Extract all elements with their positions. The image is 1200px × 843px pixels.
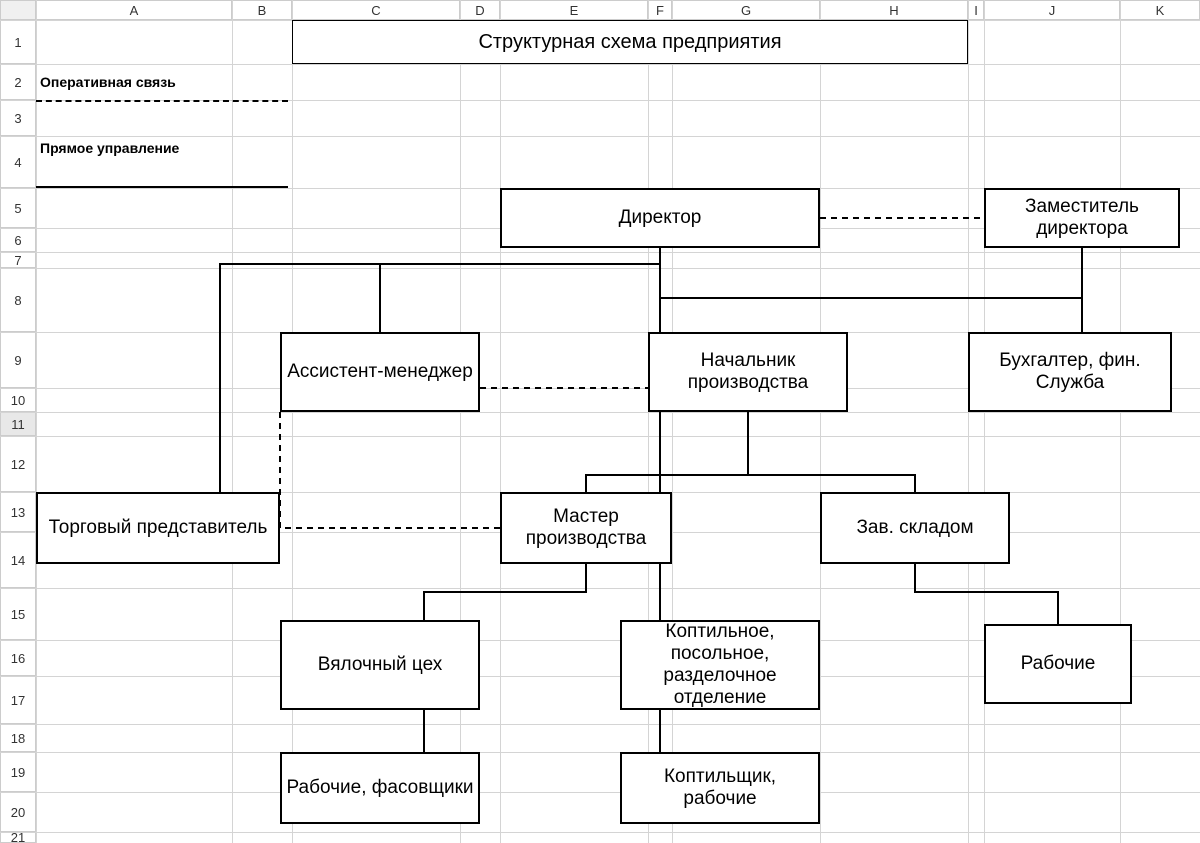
legend-dashed-label: Оперативная связь bbox=[40, 74, 176, 90]
row-header-5[interactable]: 5 bbox=[0, 188, 36, 228]
row-header-16[interactable]: 16 bbox=[0, 640, 36, 676]
row-header-6[interactable]: 6 bbox=[0, 228, 36, 252]
org-box-prodhead: Начальник производства bbox=[648, 332, 848, 412]
org-box-koptil: Коптильное, посольное, разделочное отдел… bbox=[620, 620, 820, 710]
org-box-salesrep: Торговый представитель bbox=[36, 492, 280, 564]
column-header-A[interactable]: A bbox=[36, 0, 232, 20]
row-header-19[interactable]: 19 bbox=[0, 752, 36, 792]
org-box-director: Директор bbox=[500, 188, 820, 248]
org-box-workers3: Рабочие bbox=[984, 624, 1132, 704]
legend-solid-line bbox=[36, 186, 288, 188]
row-header-15[interactable]: 15 bbox=[0, 588, 36, 640]
legend-dashed-line bbox=[36, 100, 288, 102]
legend-solid-label: Прямое управление bbox=[40, 140, 179, 156]
row-header-17[interactable]: 17 bbox=[0, 676, 36, 724]
org-box-vyaloch: Вялочный цех bbox=[280, 620, 480, 710]
column-header-D[interactable]: D bbox=[460, 0, 500, 20]
row-header-8[interactable]: 8 bbox=[0, 268, 36, 332]
org-box-master: Мастер производства bbox=[500, 492, 672, 564]
row-header-2[interactable]: 2 bbox=[0, 64, 36, 100]
column-header-E[interactable]: E bbox=[500, 0, 648, 20]
sheet-corner[interactable] bbox=[0, 0, 36, 20]
org-box-accountant: Бухгалтер, фин. Служба bbox=[968, 332, 1172, 412]
row-header-21[interactable]: 21 bbox=[0, 832, 36, 843]
row-header-10[interactable]: 10 bbox=[0, 388, 36, 412]
column-header-F[interactable]: F bbox=[648, 0, 672, 20]
column-header-C[interactable]: C bbox=[292, 0, 460, 20]
row-header-12[interactable]: 12 bbox=[0, 436, 36, 492]
row-header-13[interactable]: 13 bbox=[0, 492, 36, 532]
column-header-H[interactable]: H bbox=[820, 0, 968, 20]
row-header-14[interactable]: 14 bbox=[0, 532, 36, 588]
org-box-assistant: Ассистент-менеджер bbox=[280, 332, 480, 412]
row-header-1[interactable]: 1 bbox=[0, 20, 36, 64]
row-header-4[interactable]: 4 bbox=[0, 136, 36, 188]
org-box-workers1: Рабочие, фасовщики bbox=[280, 752, 480, 824]
page-title: Структурная схема предприятия bbox=[292, 20, 968, 64]
row-header-11[interactable]: 11 bbox=[0, 412, 36, 436]
column-header-B[interactable]: B bbox=[232, 0, 292, 20]
org-box-deputy: Заместитель директора bbox=[984, 188, 1180, 248]
row-header-20[interactable]: 20 bbox=[0, 792, 36, 832]
connector-layer bbox=[0, 0, 1200, 843]
row-header-9[interactable]: 9 bbox=[0, 332, 36, 388]
org-box-workers2: Коптильщик, рабочие bbox=[620, 752, 820, 824]
column-header-G[interactable]: G bbox=[672, 0, 820, 20]
column-header-K[interactable]: K bbox=[1120, 0, 1200, 20]
column-header-J[interactable]: J bbox=[984, 0, 1120, 20]
org-box-warehouse: Зав. складом bbox=[820, 492, 1010, 564]
spreadsheet-canvas: ABCDEFGHIJK 1234567891011121314151617181… bbox=[0, 0, 1200, 843]
row-header-18[interactable]: 18 bbox=[0, 724, 36, 752]
row-header-3[interactable]: 3 bbox=[0, 100, 36, 136]
row-header-7[interactable]: 7 bbox=[0, 252, 36, 268]
column-header-I[interactable]: I bbox=[968, 0, 984, 20]
